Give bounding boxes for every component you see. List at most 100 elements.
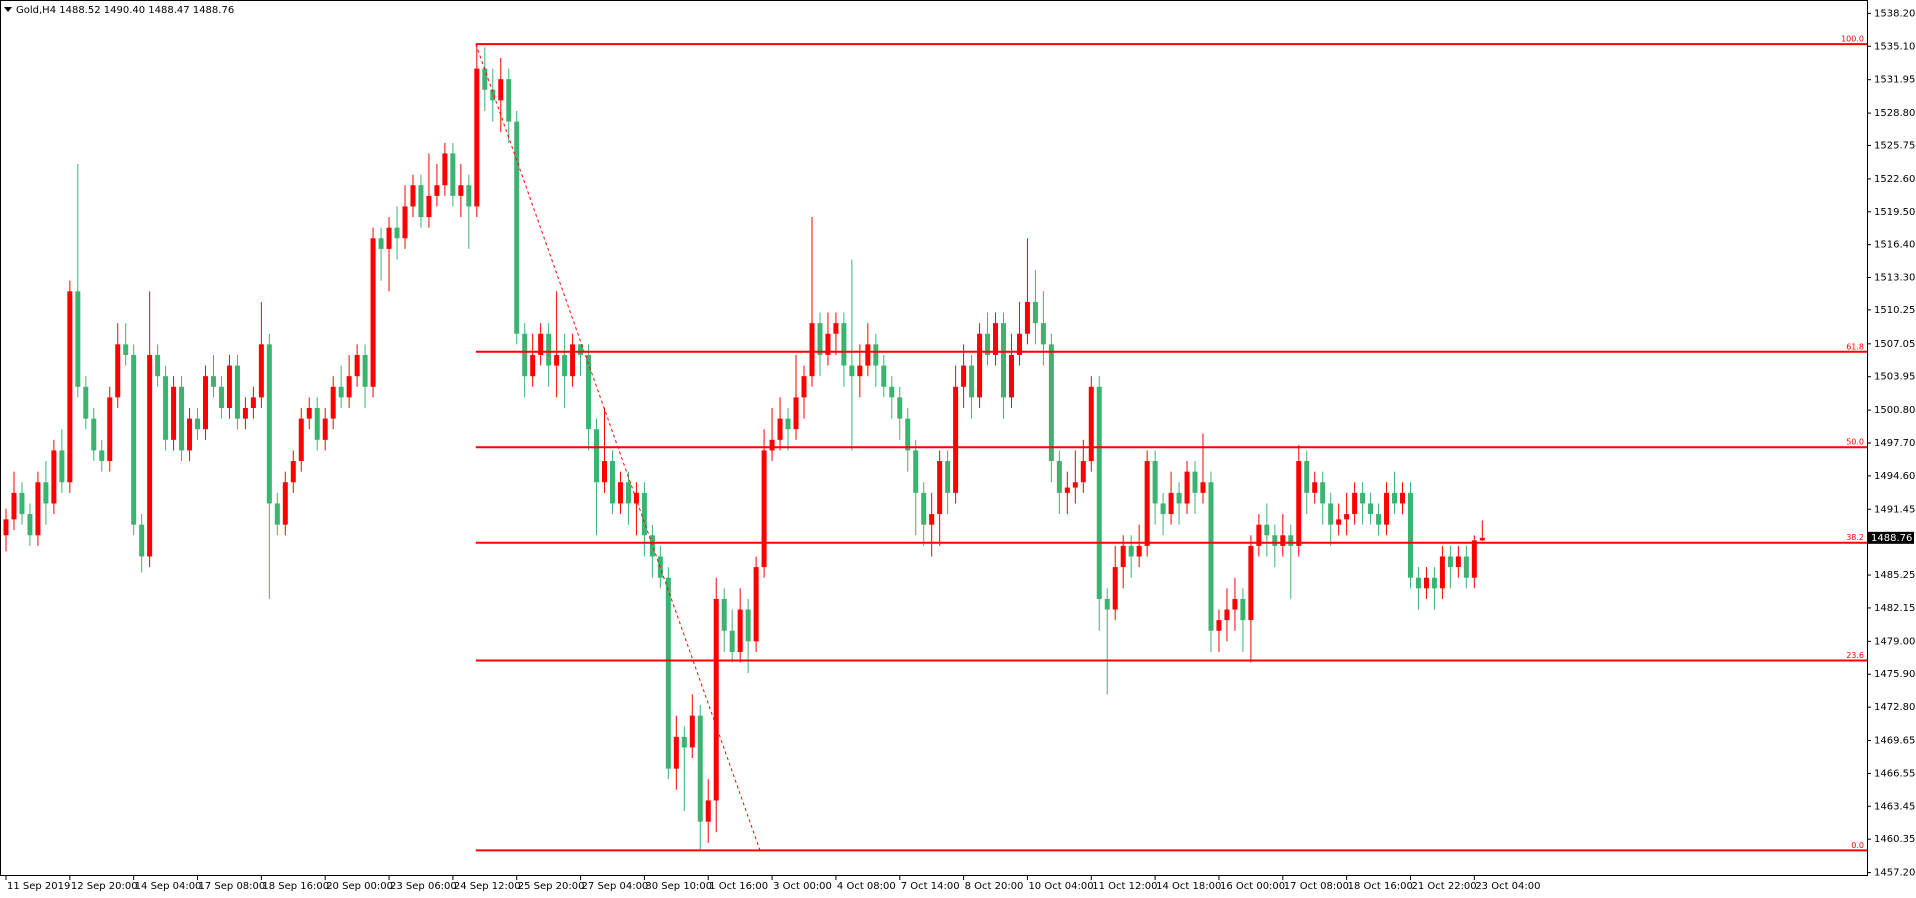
- y-tick-label: 1503.95: [1874, 372, 1915, 383]
- y-tick-label: 1538.20: [1874, 8, 1915, 19]
- y-tick-label: 1491.45: [1874, 504, 1915, 515]
- candle-body: [322, 418, 328, 440]
- candle-body: [1479, 537, 1485, 541]
- candle-body: [1344, 514, 1350, 520]
- candle-body: [697, 715, 703, 822]
- x-tick-label: 4 Oct 08:00: [837, 881, 896, 892]
- candle-body: [378, 238, 384, 249]
- candle-body: [522, 333, 528, 377]
- candle-body: [578, 344, 584, 355]
- fib-label: 100.0: [1841, 35, 1864, 44]
- candle-body: [290, 461, 296, 483]
- fib-label: 50.0: [1846, 438, 1864, 447]
- candle-body: [226, 365, 232, 408]
- last-price-box: [1868, 531, 1914, 544]
- candle-body: [889, 386, 895, 398]
- candle-body: [881, 365, 887, 387]
- candle-body: [147, 354, 153, 557]
- y-tick-label: 1460.35: [1874, 834, 1915, 845]
- candle-body: [857, 365, 863, 377]
- x-tick-label: 10 Oct 04:00: [1028, 881, 1093, 892]
- candle-body: [11, 492, 17, 520]
- x-tick-label: 30 Sep 10:00: [645, 881, 712, 892]
- x-tick-label: 21 Oct 22:00: [1411, 881, 1476, 892]
- chart-header: Gold,H4 1488.52 1490.40 1488.47 1488.76: [16, 5, 234, 16]
- candle-body: [1431, 577, 1437, 589]
- x-tick-label: 24 Sep 12:00: [454, 881, 521, 892]
- candle-body: [833, 323, 839, 334]
- candle-body: [1056, 461, 1062, 493]
- candle-body: [641, 492, 647, 536]
- x-tick-label: 17 Sep 08:00: [199, 881, 266, 892]
- candle-body: [1072, 482, 1078, 488]
- candle-body: [1368, 503, 1374, 515]
- candle-body: [179, 386, 185, 451]
- candle-body: [498, 79, 504, 101]
- candle-body: [1104, 598, 1110, 610]
- candle-body: [370, 238, 376, 387]
- candle-body: [977, 333, 983, 398]
- x-tick-label: 18 Sep 16:00: [262, 881, 329, 892]
- candle-body: [1008, 354, 1014, 398]
- x-tick-label: 20 Sep 00:00: [326, 881, 393, 892]
- candle-body: [386, 227, 392, 249]
- candle-body: [1415, 577, 1421, 589]
- candle-body: [1296, 461, 1302, 546]
- candle-body: [75, 291, 81, 387]
- x-tick-label: 18 Oct 16:00: [1348, 881, 1413, 892]
- candle-body: [314, 407, 320, 440]
- x-tick-label: 11 Sep 2019: [7, 881, 70, 892]
- candle-body: [649, 535, 655, 557]
- y-tick-label: 1513.30: [1874, 273, 1915, 284]
- x-tick-label: 14 Oct 18:00: [1156, 881, 1221, 892]
- x-tick-label: 14 Sep 04:00: [135, 881, 202, 892]
- candle-body: [1280, 535, 1286, 546]
- candle-body: [594, 429, 600, 483]
- fib-label: 0.0: [1851, 841, 1864, 850]
- candle-body: [1088, 386, 1094, 462]
- candle-body: [330, 386, 336, 419]
- x-tick-label: 17 Oct 08:00: [1284, 881, 1349, 892]
- candle-body: [1192, 471, 1198, 493]
- candle-body: [1240, 598, 1246, 621]
- fib-label: 38.2: [1846, 533, 1864, 542]
- candle-body: [586, 354, 592, 430]
- candle-body: [681, 736, 687, 748]
- candle-body: [921, 492, 927, 525]
- candle-body: [346, 376, 352, 398]
- candle-body: [442, 153, 448, 186]
- candle-body: [1200, 482, 1206, 493]
- candle-body: [1112, 567, 1118, 610]
- fib-label: 61.8: [1846, 342, 1864, 351]
- candle-body: [402, 206, 408, 239]
- candle-body: [554, 354, 560, 366]
- y-tick-label: 1463.45: [1874, 801, 1915, 812]
- candle-body: [801, 376, 807, 398]
- y-tick-label: 1528.80: [1874, 108, 1915, 119]
- candle-body: [1152, 461, 1158, 504]
- candle-body: [1463, 556, 1469, 578]
- candle-body: [562, 354, 568, 377]
- candle-body: [1248, 545, 1254, 621]
- y-tick-label: 1522.60: [1874, 174, 1915, 185]
- y-tick-label: 1457.20: [1874, 868, 1915, 879]
- candle-body: [1304, 461, 1310, 493]
- candle-body: [1392, 492, 1398, 504]
- x-tick-label: 8 Oct 20:00: [965, 881, 1024, 892]
- y-tick-label: 1485.25: [1874, 570, 1915, 581]
- candle-body: [1455, 556, 1461, 568]
- candle-body: [203, 376, 208, 430]
- candle-body: [1048, 344, 1054, 462]
- candle-body: [609, 461, 615, 504]
- y-tick-label: 1466.55: [1874, 768, 1915, 779]
- candle-body: [474, 68, 480, 207]
- x-tick-label: 11 Oct 12:00: [1092, 881, 1157, 892]
- x-tick-label: 23 Sep 06:00: [390, 881, 457, 892]
- candle-body: [1144, 461, 1150, 546]
- x-tick-label: 1 Oct 16:00: [709, 881, 768, 892]
- candle-body: [1128, 545, 1134, 557]
- candle-body: [1312, 482, 1318, 493]
- candle-body: [825, 333, 831, 355]
